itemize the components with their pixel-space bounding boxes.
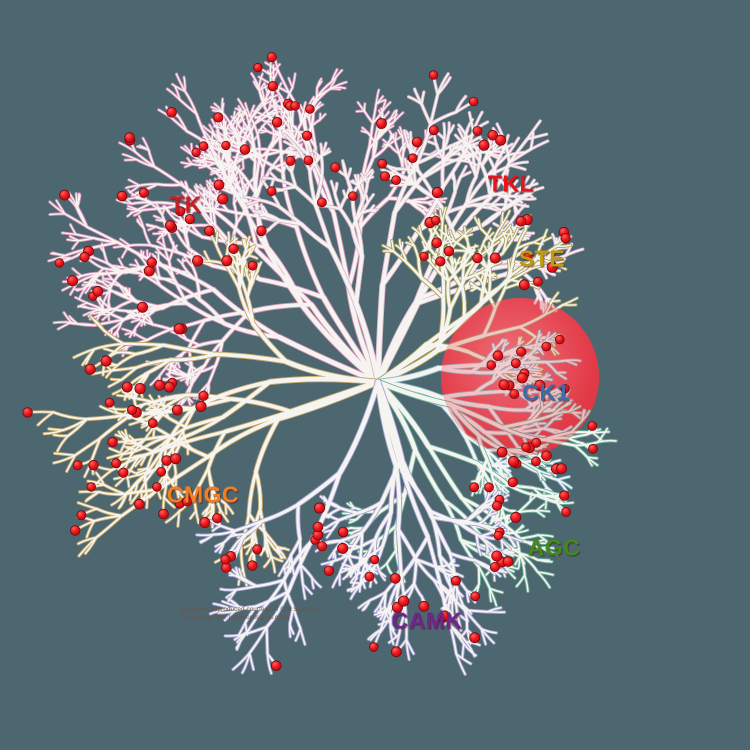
label-ck1: CK1 [522,379,570,406]
attribution-line-1: Illustration reproduced courtesy of Cell… [180,606,321,613]
label-agc: AGC [527,534,581,561]
label-camk: CAMK [391,607,463,634]
label-cmgc: CMGC [166,481,240,508]
label-ste: STE [518,245,566,272]
label-tkl: TKL [487,170,535,197]
attribution-text: Illustration reproduced courtesy of Cell… [180,606,350,621]
label-tk: TK [170,191,202,218]
attribution-line-2: Technology, Inc. (www.cellsignal.com) [180,613,290,621]
